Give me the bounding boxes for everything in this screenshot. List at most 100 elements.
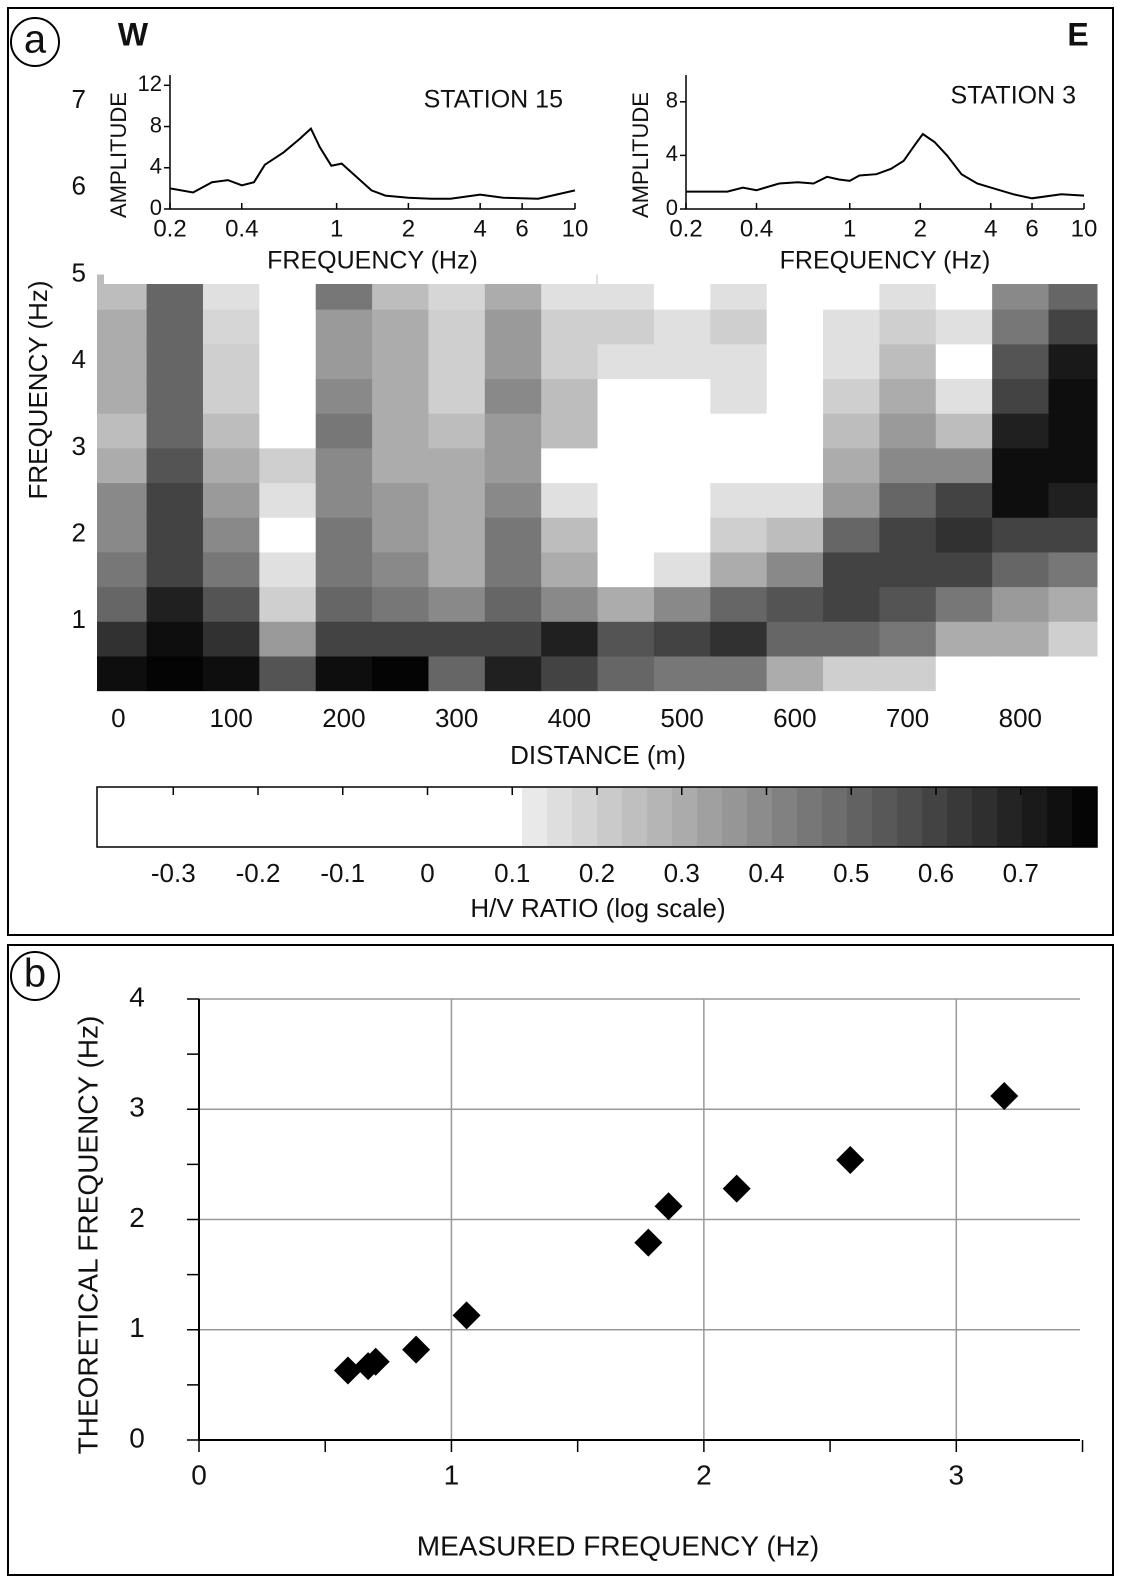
heatmap-cell — [879, 482, 937, 518]
x-tick-label: 2 — [914, 215, 927, 242]
x-tick-label: 10 — [1071, 215, 1098, 242]
colorbar-swatch — [597, 787, 623, 847]
y-axis-title: FREQUENCY (Hz) — [23, 280, 53, 499]
colorbar-swatch — [822, 787, 848, 847]
colorbar-swatch — [697, 787, 723, 847]
heatmap-cell — [766, 343, 824, 380]
heatmap-cell — [597, 343, 655, 380]
heatmap-cell — [823, 586, 880, 622]
heatmap-cell — [259, 343, 317, 380]
colorbar-swatch — [847, 787, 873, 847]
x-tick-label: 1 — [330, 215, 343, 242]
heatmap-cell — [315, 309, 373, 345]
heatmap-cell — [597, 482, 655, 518]
heatmap-cell — [484, 378, 542, 414]
colorbar-swatch — [272, 787, 298, 847]
y-tick-label: 4 — [666, 141, 678, 166]
x-tick-label: 2 — [402, 215, 415, 242]
x-tick-label: 300 — [435, 703, 478, 733]
heatmap-cell — [823, 517, 880, 553]
heatmap-cell — [146, 551, 204, 588]
heatmap-cell — [766, 482, 824, 518]
heatmap-cell — [935, 378, 993, 414]
x-tick-label: 0 — [111, 703, 125, 733]
heatmap-cell — [879, 378, 937, 414]
heatmap-cell — [879, 343, 937, 380]
heatmap-cell — [315, 551, 373, 588]
data-point — [452, 1301, 481, 1330]
heatmap-cell — [823, 309, 880, 345]
heatmap-cell — [146, 378, 204, 414]
y-axis-title: AMPLITUDE — [628, 92, 653, 218]
colorbar-swatch — [1072, 787, 1098, 847]
heatmap-cell — [315, 378, 373, 414]
colorbar-swatch — [922, 787, 948, 847]
heatmap-cell — [823, 447, 880, 484]
heatmap-cell — [484, 447, 542, 484]
heatmap-cell — [653, 655, 711, 692]
data-point — [333, 1356, 362, 1385]
heatmap-cell — [259, 482, 317, 518]
heatmap-cell — [484, 309, 542, 345]
colorbar-tick-label: 0.4 — [748, 858, 784, 888]
heatmap-cell — [1048, 517, 1098, 553]
heatmap-cell — [710, 378, 768, 414]
heatmap-cell — [992, 655, 1050, 692]
heatmap-cell — [766, 586, 824, 622]
x-tick-label: 0.4 — [740, 215, 773, 242]
colorbar-swatch — [472, 787, 498, 847]
heatmap-cell — [541, 343, 599, 380]
heatmap-cell — [935, 586, 993, 622]
colorbar-swatch — [1047, 787, 1073, 847]
heatmap-cell — [1048, 655, 1098, 692]
y-tick-label: 0 — [666, 195, 678, 220]
heatmap-cell — [484, 551, 542, 588]
colorbar-swatch — [522, 787, 548, 847]
heatmap-cell — [1048, 586, 1098, 622]
heatmap-cell — [879, 413, 937, 449]
colorbar-swatch — [972, 787, 998, 847]
x-tick-label: 200 — [322, 703, 365, 733]
y-tick-label: 7 — [72, 84, 86, 114]
heatmap-cell — [315, 447, 373, 484]
heatmap-cell — [372, 551, 429, 588]
data-point — [402, 1335, 431, 1364]
heatmap-cell — [992, 621, 1050, 657]
heatmap-cell — [766, 413, 824, 449]
heatmap-cell — [541, 309, 599, 345]
heatmap-cell — [484, 413, 542, 449]
heatmap-cell — [935, 413, 993, 449]
heatmap-cell — [653, 517, 711, 553]
heatmap-cell — [315, 413, 373, 449]
x-tick-label: 4 — [984, 215, 997, 242]
heatmap-cell — [879, 517, 937, 553]
heatmap-cell — [315, 482, 373, 518]
heatmap-cell — [428, 378, 486, 414]
heatmap-cell — [710, 655, 768, 692]
heatmap-cell — [935, 655, 993, 692]
x-tick-label: 400 — [548, 703, 591, 733]
colorbar-swatch — [797, 787, 823, 847]
heatmap-cell — [97, 517, 148, 553]
colorbar-swatch — [547, 787, 573, 847]
heatmap-cell — [372, 413, 429, 449]
colorbar-tick-label: 0.7 — [1003, 858, 1039, 888]
heatmap-cell — [259, 655, 317, 692]
heatmap-cell — [935, 517, 993, 553]
heatmap-cell — [823, 621, 880, 657]
heatmap-cell — [315, 655, 373, 692]
heatmap-cell — [97, 447, 148, 484]
data-point — [722, 1174, 751, 1203]
heatmap-cell — [484, 655, 542, 692]
heatmap-cell — [992, 586, 1050, 622]
heatmap-cell — [992, 482, 1050, 518]
colorbar-tick-label: 0.1 — [494, 858, 530, 888]
heatmap-cell — [935, 621, 993, 657]
x-tick-label: 6 — [1025, 215, 1038, 242]
heatmap-cell — [428, 413, 486, 449]
heatmap-cell — [597, 655, 655, 692]
heatmap-cell — [202, 378, 260, 414]
heatmap-cell — [879, 586, 937, 622]
heatmap-cell — [259, 413, 317, 449]
heatmap-cell — [823, 343, 880, 380]
